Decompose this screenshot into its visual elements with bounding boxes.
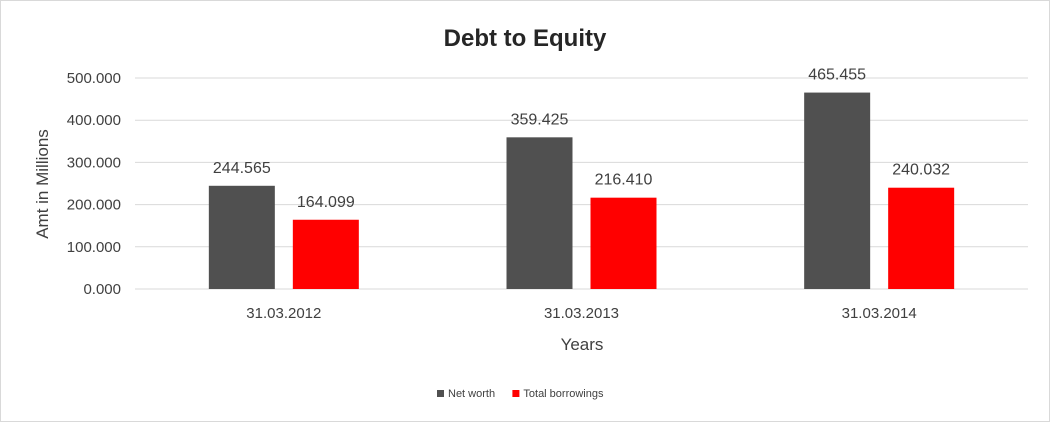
bar-net-worth bbox=[208, 185, 275, 289]
bar-total-borrowings bbox=[888, 187, 955, 289]
data-label: 244.565 bbox=[213, 160, 271, 177]
y-tick-label: 200.000 bbox=[67, 197, 121, 214]
bar-net-worth bbox=[804, 92, 871, 289]
y-axis-ticks: 0.000 100.000 200.000 300.000 400.000 500.000 bbox=[67, 70, 121, 298]
x-tick-label: 31.03.2014 bbox=[842, 305, 917, 322]
y-tick-label: 400.000 bbox=[67, 112, 121, 129]
data-labels: 244.565 164.099 359.425 216.410 465.455 240.0… bbox=[213, 67, 950, 211]
data-label: 359.425 bbox=[511, 111, 569, 128]
bar-net-worth bbox=[506, 137, 573, 289]
legend-label: Net worth bbox=[448, 388, 495, 400]
gridlines bbox=[135, 77, 1028, 290]
data-label: 465.455 bbox=[808, 67, 866, 84]
y-tick-label: 300.000 bbox=[67, 154, 121, 171]
y-tick-label: 500.000 bbox=[67, 70, 121, 87]
data-label: 216.410 bbox=[595, 172, 653, 189]
x-axis-title: Years bbox=[561, 335, 604, 354]
y-tick-label: 0.000 bbox=[83, 281, 121, 298]
bars bbox=[208, 92, 955, 289]
legend-swatch bbox=[512, 390, 520, 397]
x-axis-ticks: 31.03.2012 31.03.2013 31.03.2014 bbox=[246, 305, 916, 322]
bar-total-borrowings bbox=[590, 197, 657, 289]
x-tick-label: 31.03.2012 bbox=[246, 305, 321, 322]
y-tick-label: 100.000 bbox=[67, 239, 121, 256]
legend-swatch bbox=[437, 390, 444, 397]
data-label: 164.099 bbox=[297, 194, 355, 211]
y-axis-title: Amt in Millions bbox=[33, 129, 52, 239]
bar-total-borrowings bbox=[292, 219, 359, 289]
chart-title: Debt to Equity bbox=[444, 25, 607, 52]
x-tick-label: 31.03.2013 bbox=[544, 305, 619, 322]
legend-label: Total borrowings bbox=[523, 388, 604, 400]
legend: Net worth Total borrowings bbox=[437, 388, 604, 400]
data-label: 240.032 bbox=[892, 162, 950, 179]
